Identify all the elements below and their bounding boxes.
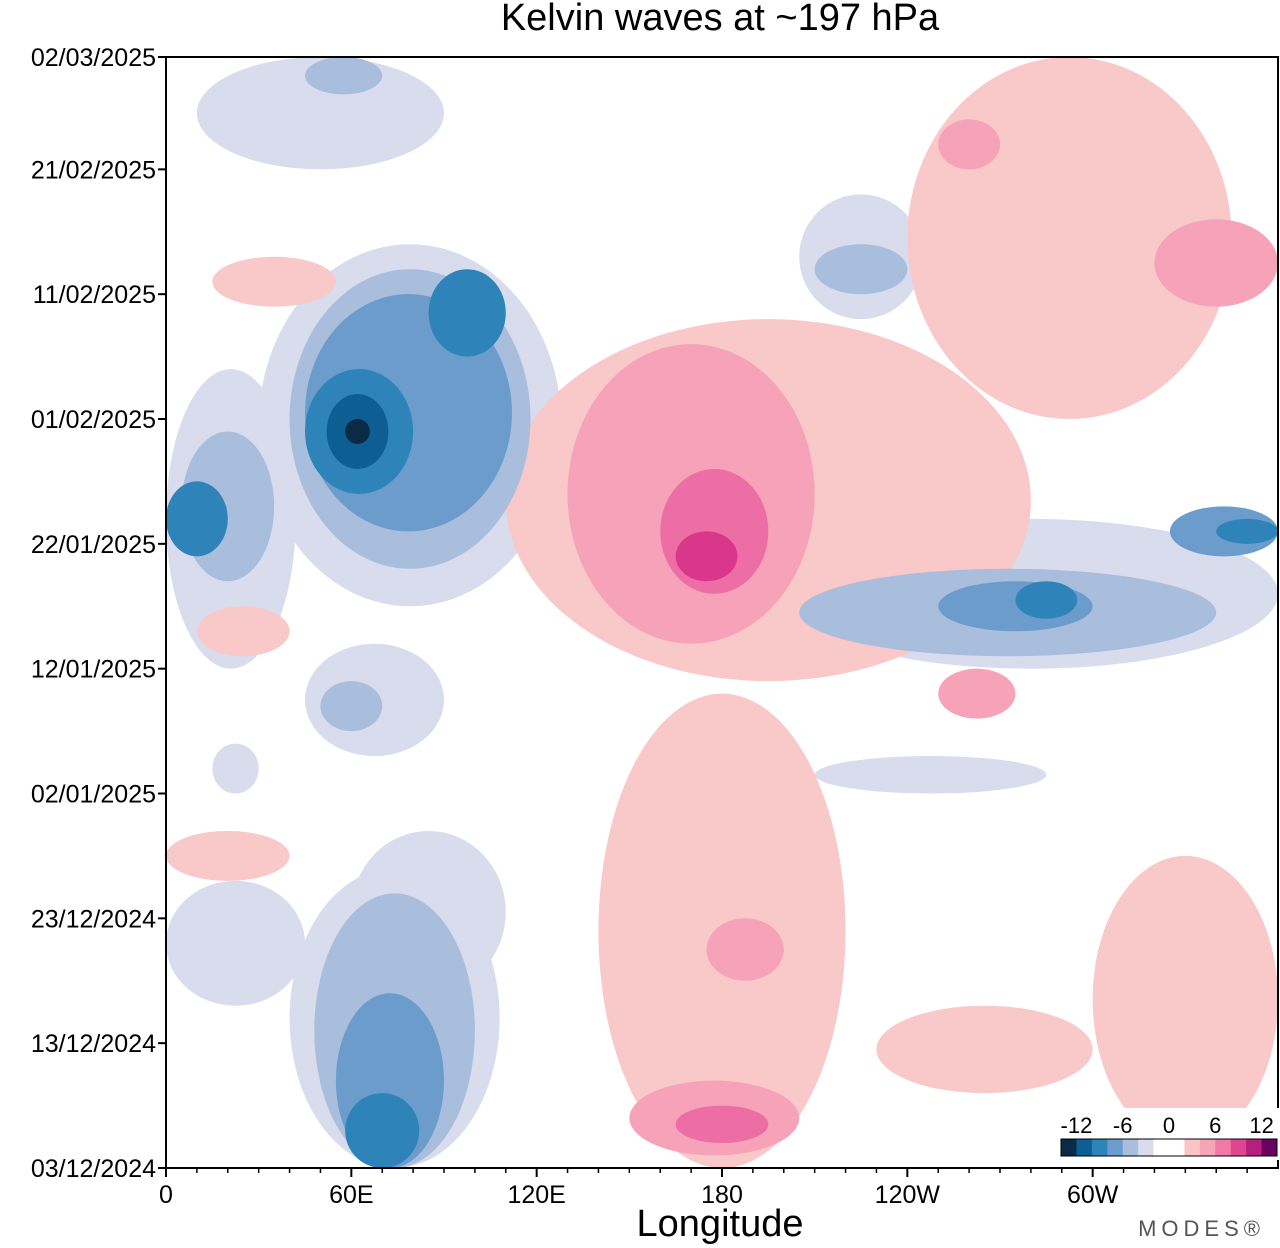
negative-anomaly-level-4	[1015, 581, 1078, 619]
x-tick-label: 120W	[875, 1181, 941, 1209]
x-tick-label: 120E	[507, 1181, 565, 1209]
colorbar-frame	[1060, 1138, 1278, 1157]
positive-anomaly-level-2	[938, 668, 1016, 719]
colorbar-swatch	[1184, 1139, 1201, 1156]
negative-anomaly-level-1	[166, 880, 305, 1006]
y-tick-label: 23/12/2024	[31, 905, 156, 933]
colorbar-swatch	[1153, 1139, 1170, 1156]
colorbar-swatch	[1076, 1139, 1093, 1156]
colorbar-swatch	[1169, 1139, 1185, 1156]
colorbar-tick-label: -6	[1113, 1113, 1133, 1138]
x-tick-label: 0	[159, 1181, 173, 1209]
negative-anomaly-level-2	[320, 681, 383, 732]
x-axis-title: Longitude	[637, 1203, 804, 1245]
positive-anomaly-level-1	[166, 830, 290, 881]
colorbar-swatch	[1230, 1139, 1247, 1156]
negative-anomaly-level-1	[196, 57, 444, 170]
y-tick-label: 22/01/2025	[31, 531, 156, 559]
negative-anomaly-level-4	[428, 269, 506, 357]
colorbar-swatch	[1199, 1139, 1216, 1156]
colorbar-tick-label: 12	[1249, 1113, 1273, 1138]
colorbar-swatch	[1061, 1139, 1077, 1156]
negative-anomaly-level-6	[345, 419, 370, 444]
y-tick-label: 11/02/2025	[33, 281, 156, 309]
y-tick-label: 12/01/2025	[31, 656, 156, 684]
colorbar-tick-label: 6	[1209, 1113, 1221, 1138]
x-tick-label: 60E	[329, 1181, 373, 1209]
colorbar-swatch	[1091, 1139, 1108, 1156]
positive-anomaly-level-2	[706, 918, 784, 981]
x-tick-label: 180	[701, 1181, 743, 1209]
x-tick-label: 60W	[1067, 1181, 1119, 1209]
chart-title: Kelvin waves at ~197 hPa	[501, 0, 940, 39]
positive-anomaly-level-2	[1154, 219, 1278, 307]
colorbar-swatch	[1261, 1139, 1278, 1156]
colorbar-tick-label: -12	[1061, 1113, 1093, 1138]
positive-anomaly-level-3	[675, 1105, 769, 1144]
y-tick-label: 01/02/2025	[31, 406, 156, 434]
y-tick-label: 13/12/2024	[31, 1030, 156, 1058]
negative-anomaly-level-4	[1216, 518, 1278, 544]
negative-anomaly-level-2	[814, 244, 908, 295]
colorbar-legend: -12 -6 0 6 12	[1057, 1108, 1280, 1160]
y-tick-label: 02/03/2025	[31, 44, 156, 72]
colorbar-tick-label: 0	[1163, 1113, 1175, 1138]
colorbar-swatch	[1246, 1139, 1263, 1156]
y-tick-label: 21/02/2025	[31, 156, 156, 184]
positive-anomaly-level-1	[876, 1005, 1093, 1094]
negative-anomaly-level-1	[814, 756, 1047, 794]
colorbar-swatch	[1122, 1139, 1139, 1156]
negative-anomaly-level-2	[305, 57, 383, 95]
anomaly-contour-layer	[166, 57, 1278, 1168]
negative-anomaly-level-1	[212, 743, 259, 794]
colorbar-swatch	[1215, 1139, 1232, 1156]
y-axis: 02/03/2025 21/02/2025 11/02/2025 01/02/2025…	[31, 44, 166, 1183]
negative-anomaly-level-4	[345, 1093, 420, 1168]
colorbar-swatch	[1107, 1139, 1124, 1156]
positive-anomaly-level-2	[938, 119, 1000, 170]
positive-anomaly-level-1	[196, 606, 290, 657]
y-tick-label: 02/01/2025	[31, 781, 156, 809]
negative-anomaly-level-4	[166, 481, 228, 557]
modes-brand-logo: MODES®	[1138, 1216, 1265, 1241]
colorbar-swatch	[1138, 1139, 1155, 1156]
positive-anomaly-level-1	[212, 256, 336, 307]
positive-anomaly-level-4	[675, 531, 738, 582]
x-axis: 0 60E 120E 180 120W 60W	[159, 1168, 1248, 1209]
y-tick-label: 03/12/2024	[31, 1155, 156, 1183]
positive-anomaly-level-1	[1092, 855, 1278, 1143]
